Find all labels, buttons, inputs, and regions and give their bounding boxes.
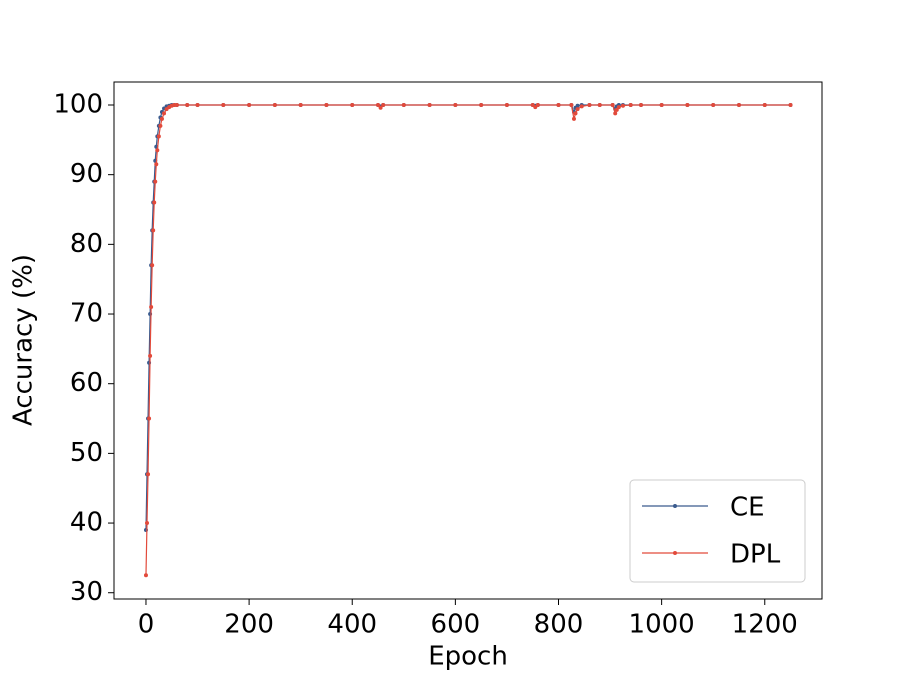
x-tick-label: 200: [224, 610, 274, 640]
point: [579, 104, 584, 109]
x-tick-label: 1200: [732, 610, 798, 640]
legend-marker: [673, 504, 677, 508]
point: [350, 102, 355, 107]
point: [149, 305, 154, 310]
x-axis-label: Epoch: [428, 642, 508, 672]
y-axis-label: Accuracy (%): [9, 254, 39, 426]
point: [659, 102, 664, 107]
point: [573, 111, 578, 116]
y-tick-label: 100: [53, 89, 103, 119]
point: [381, 102, 386, 107]
y-tick-label: 60: [70, 368, 103, 398]
point: [401, 102, 406, 107]
x-tick-label: 600: [431, 610, 481, 640]
point: [504, 102, 509, 107]
point: [736, 102, 741, 107]
point: [298, 102, 303, 107]
legend-label: CE: [730, 493, 765, 523]
point: [174, 102, 179, 107]
point: [427, 102, 432, 107]
point: [614, 107, 619, 112]
point: [272, 102, 277, 107]
point: [616, 105, 621, 110]
plot-frame: [113, 81, 823, 600]
point: [185, 102, 190, 107]
point: [146, 472, 151, 477]
point: [247, 102, 252, 107]
point: [154, 162, 159, 167]
point: [685, 102, 690, 107]
point: [151, 228, 156, 233]
point: [143, 573, 148, 578]
y-tick-label: 30: [70, 577, 103, 607]
point: [378, 105, 383, 110]
point: [535, 102, 540, 107]
point: [152, 200, 157, 205]
y-tick-label: 90: [70, 159, 103, 189]
point: [620, 103, 625, 108]
point: [587, 102, 592, 107]
point: [788, 102, 793, 107]
point: [639, 102, 644, 107]
point: [147, 416, 152, 421]
point: [376, 102, 381, 107]
point: [324, 102, 329, 107]
point: [148, 353, 153, 358]
y-tick-label: 50: [70, 438, 103, 468]
point: [162, 111, 167, 116]
point: [575, 107, 580, 112]
y-tick-label: 70: [70, 299, 103, 329]
point: [145, 521, 150, 526]
point: [613, 111, 618, 116]
point: [556, 102, 561, 107]
point: [195, 102, 200, 107]
point: [156, 134, 161, 139]
point: [762, 102, 767, 107]
point: [159, 116, 164, 121]
y-tick-label: 40: [70, 508, 103, 538]
legend-marker: [673, 551, 677, 555]
point: [453, 102, 458, 107]
point: [221, 102, 226, 107]
point: [150, 263, 155, 268]
x-tick-label: 0: [138, 610, 155, 640]
point: [571, 116, 576, 121]
point: [597, 102, 602, 107]
point: [153, 179, 158, 184]
y-tick-label: 80: [70, 229, 103, 259]
point: [155, 148, 160, 153]
point: [479, 102, 484, 107]
x-tick-label: 400: [327, 610, 377, 640]
point: [711, 102, 716, 107]
point: [628, 102, 633, 107]
x-tick-label: 1000: [629, 610, 695, 640]
x-tick-label: 800: [534, 610, 584, 640]
point: [158, 123, 163, 128]
legend-label: DPL: [730, 540, 781, 570]
point: [575, 103, 580, 108]
point: [569, 102, 574, 107]
point: [610, 102, 615, 107]
